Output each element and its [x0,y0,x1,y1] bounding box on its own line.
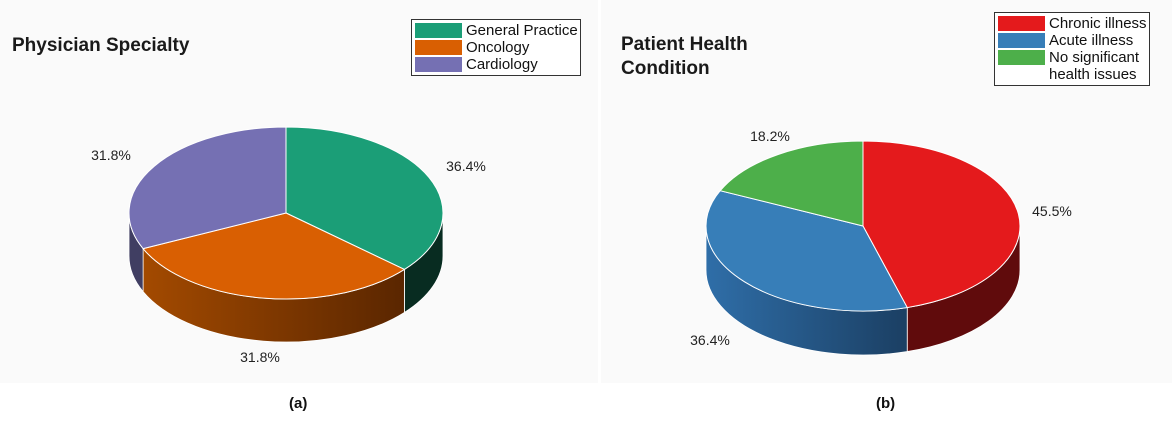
pie-slice-label: 45.5% [1032,203,1072,219]
legend-swatch [415,23,462,38]
legend-swatch [415,57,462,72]
pie-slice-label: 31.8% [240,349,280,365]
pie-slice [285,126,444,271]
legend-swatch [998,16,1045,31]
legend-b: Chronic illness Acute illness No significa… [994,12,1150,86]
caption-a: (a) [289,395,308,412]
legend-label: Oncology [466,39,530,56]
pie-slice [128,126,287,250]
pie-slice [142,212,406,300]
chart-title-b: Patient Health Condition [621,34,748,79]
pie-slice [705,190,909,312]
pie-slice-label: 36.4% [446,158,486,174]
pie-slice-label: 18.2% [750,128,790,144]
pie-slice [862,140,1021,309]
legend-item: General Practice [415,22,578,39]
legend-label: General Practice [466,22,578,39]
legend-label: Chronic illness [1049,15,1147,32]
pie-slice-label: 31.8% [91,147,131,163]
legend-label: Cardiology [466,56,538,73]
legend-item: No significant health issues [998,49,1147,83]
legend-item: Cardiology [415,56,578,73]
legend-item: Acute illness [998,32,1147,49]
pie-slice-label: 36.4% [690,332,730,348]
legend-swatch [415,40,462,55]
legend-swatch [998,50,1045,65]
legend-item: Chronic illness [998,15,1147,32]
legend-label: No significant health issues [1049,49,1140,83]
chart-title-a: Physician Specialty [12,35,190,56]
pie-chart-patient-health-condition: 45.5% 36.4% 18.2% [690,128,1072,356]
pie-slice [719,140,864,227]
legend-label: Acute illness [1049,32,1134,49]
caption-b: (b) [876,395,896,412]
legend-item: Oncology [415,39,578,56]
legend-a: General Practice Oncology Cardiology [411,19,581,76]
legend-swatch [998,33,1045,48]
pie-chart-physician-specialty: 36.4% 31.8% 31.8% [91,126,486,365]
